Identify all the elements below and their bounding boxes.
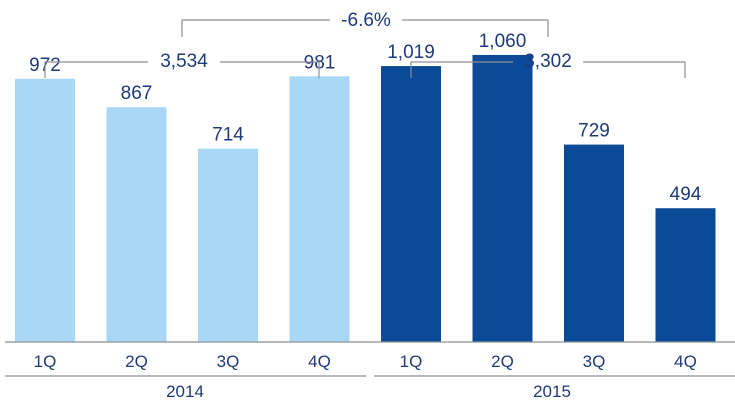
- value-label-2015-2Q: 1,060: [479, 31, 527, 52]
- bar-2014-2Q: [106, 107, 167, 342]
- year-label-2014: 2014: [166, 382, 204, 401]
- category-label-2015-4Q: 4Q: [674, 352, 697, 371]
- bracket-2014-total: [44, 61, 320, 78]
- bracket-change: [181, 19, 549, 37]
- bar-2014-1Q: [15, 78, 75, 343]
- category-label-2015-1Q: 1Q: [400, 352, 423, 371]
- category-label-2014-2Q: 2Q: [125, 352, 148, 371]
- category-label-2014-1Q: 1Q: [34, 352, 57, 371]
- category-label-2014-4Q: 4Q: [308, 352, 331, 371]
- value-label-2014-2Q: 867: [121, 83, 153, 104]
- category-label-2015-3Q: 3Q: [583, 352, 606, 371]
- bars-layer: [15, 54, 716, 343]
- year-label-2015: 2015: [533, 382, 571, 401]
- value-label-2014-3Q: 714: [212, 125, 244, 146]
- category-label-2014-3Q: 3Q: [217, 352, 240, 371]
- bar-2015-4Q: [655, 208, 716, 342]
- category-labels-layer: 1Q 2Q 3Q 4Q 1Q 2Q 3Q 4Q: [34, 352, 697, 371]
- bar-2014-3Q: [198, 148, 258, 342]
- change-label: -6.6%: [341, 10, 391, 31]
- value-label-2015-4Q: 494: [670, 184, 702, 205]
- bar-2015-3Q: [564, 144, 624, 342]
- total-label-2014: 3,534: [160, 51, 208, 72]
- bar-2015-1Q: [381, 66, 441, 342]
- bar-2015-2Q: [472, 54, 533, 343]
- category-label-2015-2Q: 2Q: [491, 352, 514, 371]
- value-label-2015-3Q: 729: [578, 121, 610, 142]
- bracket-2015-total: [410, 61, 686, 78]
- total-label-2015: 3,302: [524, 51, 572, 72]
- bar-2014-4Q: [289, 76, 350, 343]
- value-label-2015-1Q: 1,019: [387, 42, 435, 63]
